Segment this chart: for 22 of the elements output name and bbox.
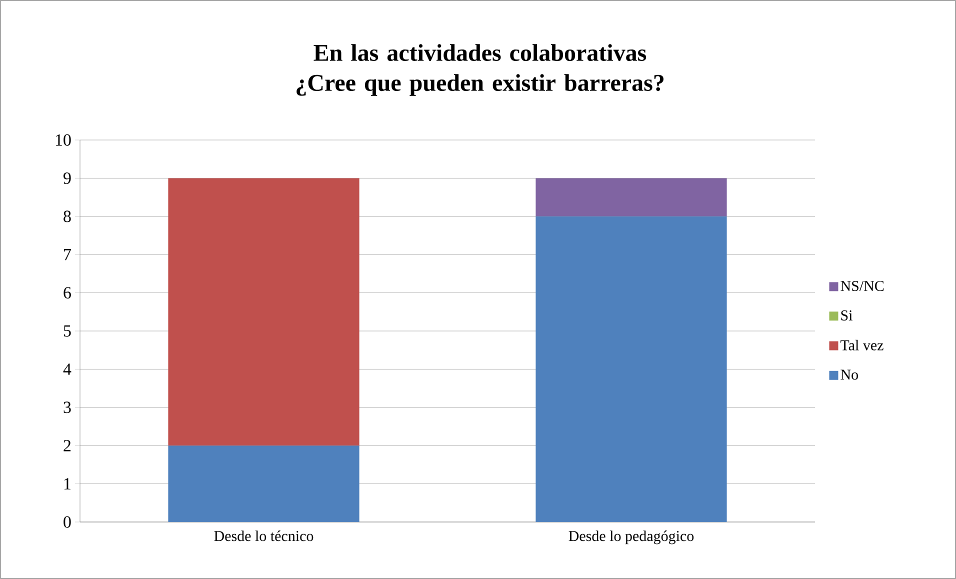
y-tick-label: 8 — [64, 210, 71, 222]
y-tick-label: 1 — [64, 478, 70, 490]
bar — [536, 216, 727, 522]
bar — [168, 178, 360, 446]
y-tick-label: 9 — [64, 172, 71, 184]
legend-label: No — [840, 370, 858, 380]
y-tick-label: 3 — [64, 402, 71, 414]
y-tick-label: 2 — [64, 440, 71, 452]
chart-title: En las actividades colaborativas ¿Cree que pueden existir barreras? — [296, 44, 664, 96]
legend-label: Si — [841, 310, 852, 320]
y-tick-label: 4 — [63, 364, 72, 375]
bar — [536, 178, 727, 216]
y-tick-label: 6 — [64, 287, 71, 299]
x-tick-label: Desde lo pedagógico — [568, 530, 694, 544]
x-tick-label: Desde lo técnico — [214, 530, 314, 542]
y-tick-label: 7 — [64, 249, 71, 260]
y-tick-label: 5 — [64, 325, 71, 337]
legend-label: NS/NC — [840, 280, 884, 292]
bar — [168, 446, 360, 522]
legend-label: Tal vez — [840, 340, 884, 350]
y-tick-label: 10 — [56, 134, 71, 146]
y-tick-label: 0 — [64, 516, 71, 528]
